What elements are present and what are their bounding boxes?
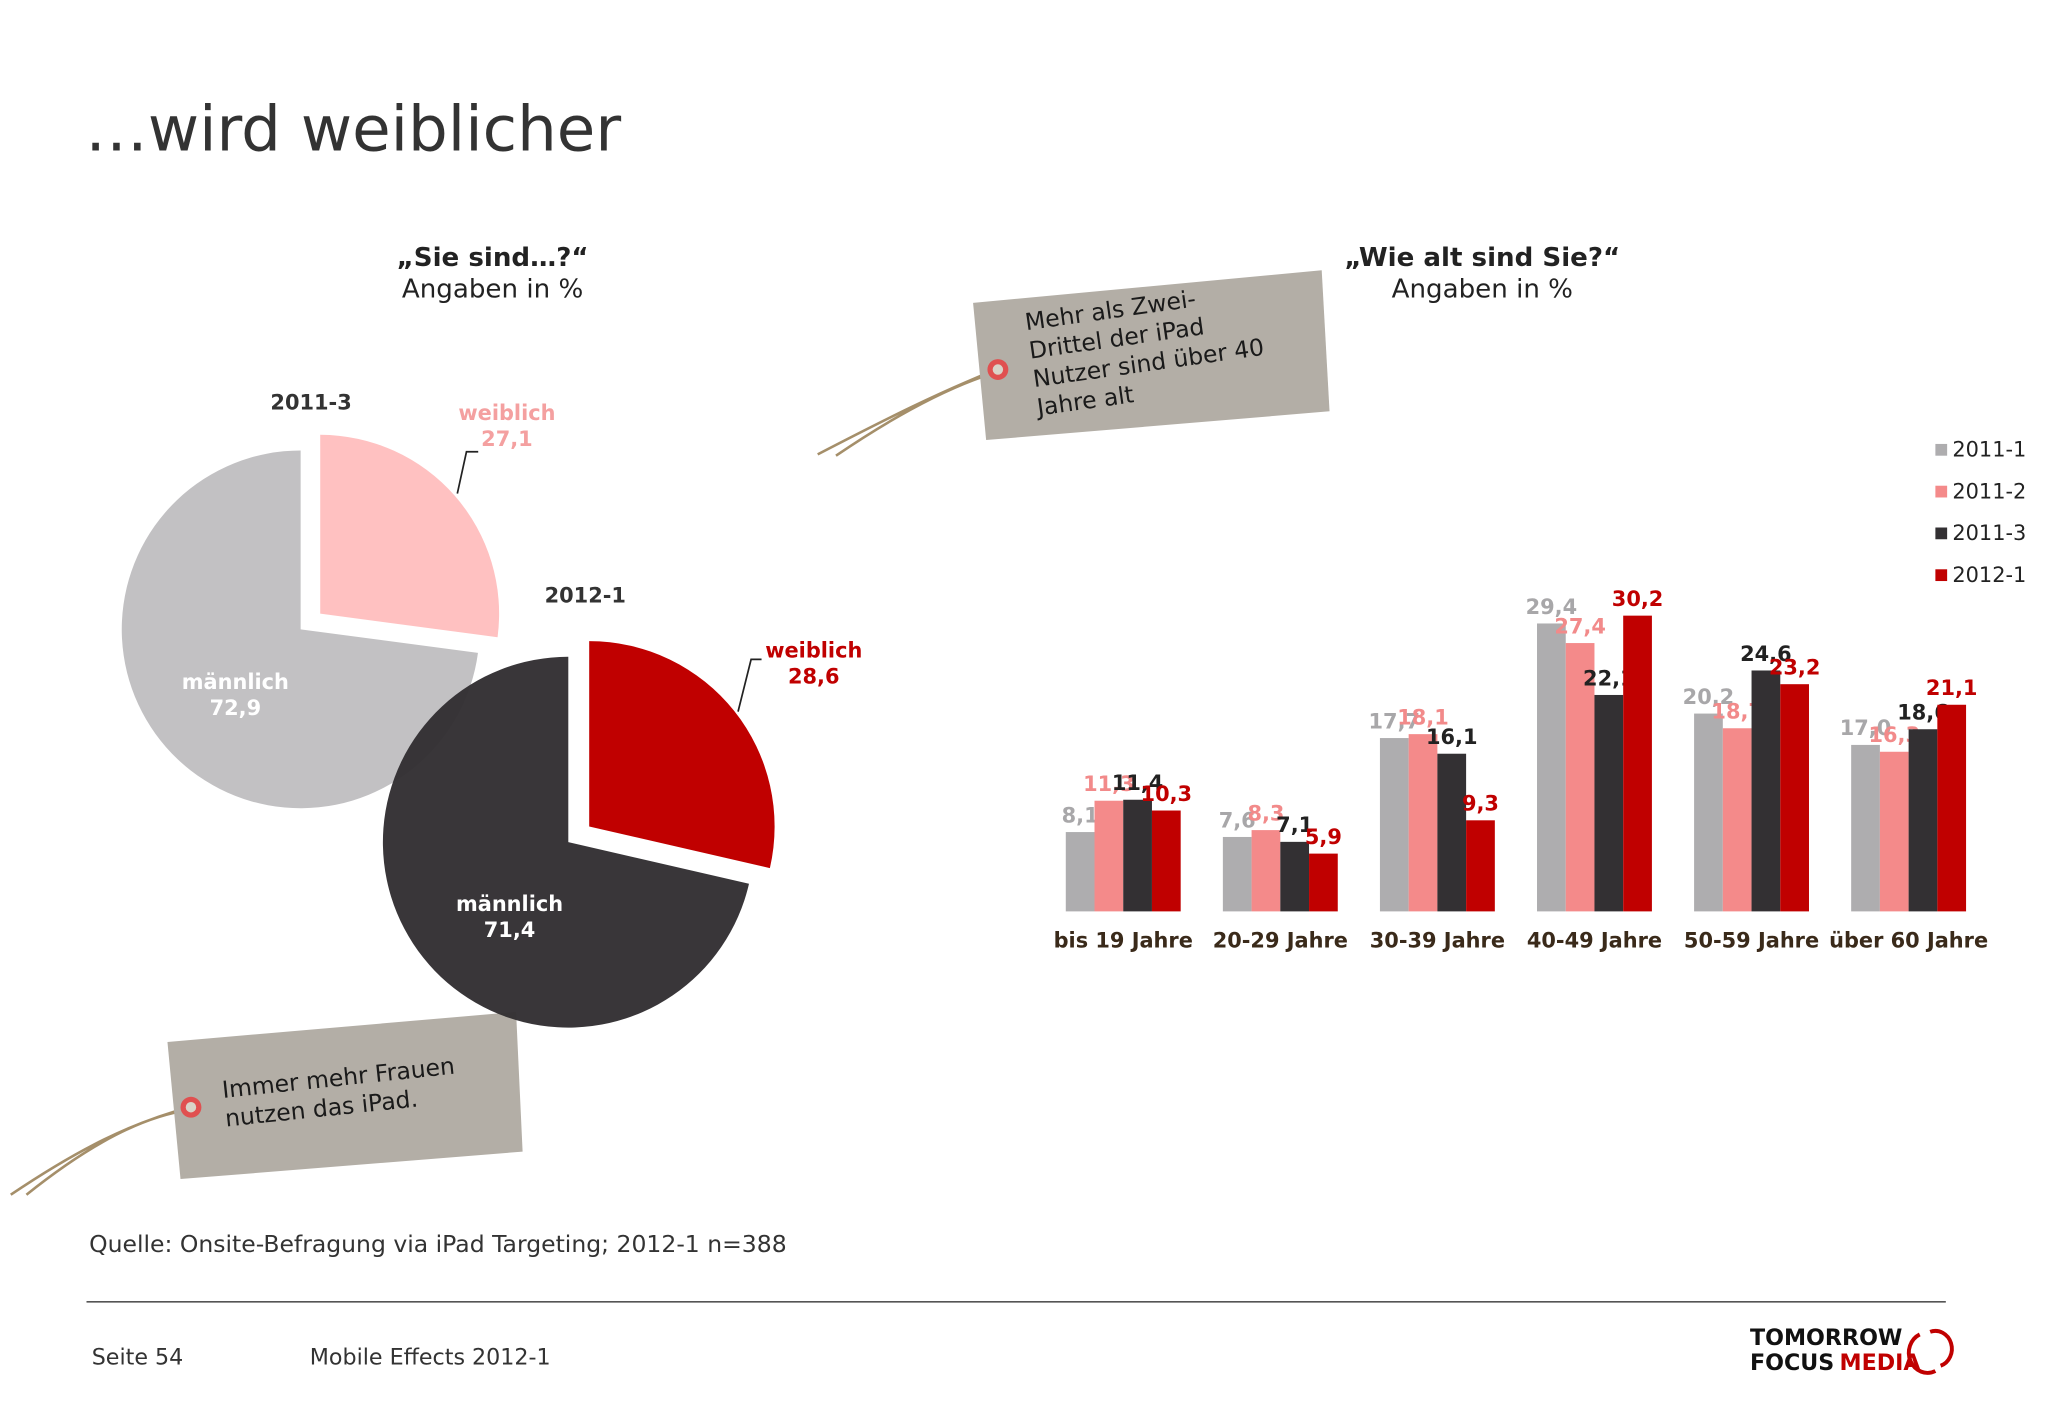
- bar: [1851, 744, 1880, 912]
- bar: [1751, 670, 1781, 912]
- bar-value-label: 11,4: [1112, 771, 1164, 795]
- bar: [1123, 799, 1152, 912]
- logo-text: FOCUS: [1750, 1350, 1834, 1376]
- bar-value-label: 17,0: [1840, 716, 1892, 740]
- legend-label: 2012-1: [1952, 563, 2026, 587]
- bar: [1537, 623, 1566, 912]
- bar-value-label: 5,9: [1305, 825, 1342, 849]
- x-tick-label: 40-49 Jahre: [1527, 928, 1662, 952]
- bar: [1565, 643, 1595, 912]
- bar-value-label: 23,2: [1769, 656, 1821, 680]
- pie-slice: [320, 434, 500, 638]
- legend-swatch: [1935, 443, 1948, 456]
- bar: [1937, 704, 1967, 912]
- tag: [10, 1011, 523, 1196]
- bar-value-label: 27,4: [1554, 614, 1606, 638]
- bar: [1222, 836, 1252, 912]
- legend-label: 2011-1: [1952, 437, 2026, 461]
- legend-label: 2011-2: [1952, 479, 2026, 503]
- bar-value-label: 10,3: [1141, 782, 1193, 806]
- slide-title: …wird weiblicher: [85, 92, 621, 165]
- bar: [1694, 713, 1723, 912]
- bar: [1722, 728, 1752, 912]
- bar: [1594, 694, 1624, 912]
- slice-category: weiblich: [458, 401, 555, 425]
- bar-value-label: 7,1: [1276, 813, 1313, 837]
- bar-value-label: 17,7: [1369, 709, 1421, 733]
- x-tick-label: 20-29 Jahre: [1213, 928, 1348, 952]
- bar: [1251, 830, 1281, 912]
- slice-value-label: 28,6: [788, 665, 840, 689]
- tag: [817, 270, 1330, 457]
- bar: [1151, 810, 1181, 912]
- bar-value-label: 18,1: [1397, 705, 1449, 729]
- page-number: Seite 54: [92, 1344, 184, 1370]
- bar: [1065, 832, 1095, 912]
- leader-line: [456, 450, 479, 494]
- bar-value-label: 7,6: [1219, 808, 1256, 832]
- report-name: Mobile Effects 2012-1: [310, 1344, 551, 1370]
- chart-subtitle: Angaben in %: [1392, 274, 1573, 304]
- bar: [1309, 853, 1338, 912]
- legend-swatch: [1935, 569, 1948, 582]
- bar-value-label: 8,3: [1247, 801, 1284, 825]
- bar: [1408, 734, 1438, 912]
- pie-slice: [382, 656, 749, 1028]
- bar: [1379, 738, 1409, 912]
- logo-text: TOMORROW: [1750, 1325, 1902, 1351]
- bar-value-label: 16,1: [1426, 725, 1478, 749]
- bar-value-label: 8,1: [1062, 803, 1099, 827]
- bar: [1879, 751, 1909, 912]
- bar-value-label: 9,3: [1462, 792, 1499, 816]
- bar-value-label: 29,4: [1526, 595, 1578, 619]
- bar-value-label: 24,6: [1740, 642, 1792, 666]
- bar-value-label: 11,3: [1083, 772, 1135, 796]
- bar: [1280, 841, 1310, 912]
- bar-value-label: 21,1: [1926, 676, 1978, 700]
- slice-category: männlich: [182, 670, 289, 694]
- leader-line: [737, 658, 762, 712]
- pie-year-label: 2012-1: [545, 584, 626, 608]
- slice-value-label: 72,9: [210, 696, 262, 720]
- bar: [1780, 684, 1809, 912]
- chart-title: „Wie alt sind Sie?“: [1344, 243, 1620, 273]
- legend-label: 2011-3: [1952, 521, 2026, 545]
- x-tick-label: 50-59 Jahre: [1684, 928, 1819, 952]
- bar-value-label: 16,3: [1868, 723, 1920, 747]
- pie-slice: [589, 641, 775, 869]
- logo-mark: [1906, 1328, 1954, 1375]
- x-tick-label: 30-39 Jahre: [1370, 928, 1505, 952]
- bar: [1623, 615, 1652, 912]
- logo-text: FOCUS MEDIA: [1750, 1350, 1921, 1376]
- source-note: Quelle: Onsite-Befragung via iPad Target…: [89, 1230, 787, 1258]
- pie-year-label: 2011-3: [270, 390, 351, 414]
- pie-slice: [121, 450, 478, 809]
- bar-value-label: 18,7: [1711, 700, 1763, 724]
- x-tick-label: bis 19 Jahre: [1054, 928, 1193, 952]
- slice-value-label: 71,4: [484, 918, 536, 942]
- bar-value-label: 22,1: [1583, 666, 1635, 690]
- bar-value-label: 20,2: [1683, 685, 1735, 709]
- bar: [1908, 729, 1938, 912]
- chart-title: „Sie sind…?“: [397, 243, 589, 273]
- slice-category: weiblich: [765, 639, 862, 663]
- bar: [1437, 753, 1467, 912]
- slice-category: männlich: [456, 892, 563, 916]
- slice-value-label: 27,1: [481, 427, 533, 451]
- bar: [1094, 800, 1124, 912]
- bar-value-label: 30,2: [1612, 587, 1664, 611]
- legend-swatch: [1935, 485, 1948, 498]
- legend-swatch: [1935, 527, 1948, 540]
- chart-subtitle: Angaben in %: [402, 274, 583, 304]
- bar: [1466, 820, 1495, 912]
- x-tick-label: über 60 Jahre: [1829, 928, 1988, 952]
